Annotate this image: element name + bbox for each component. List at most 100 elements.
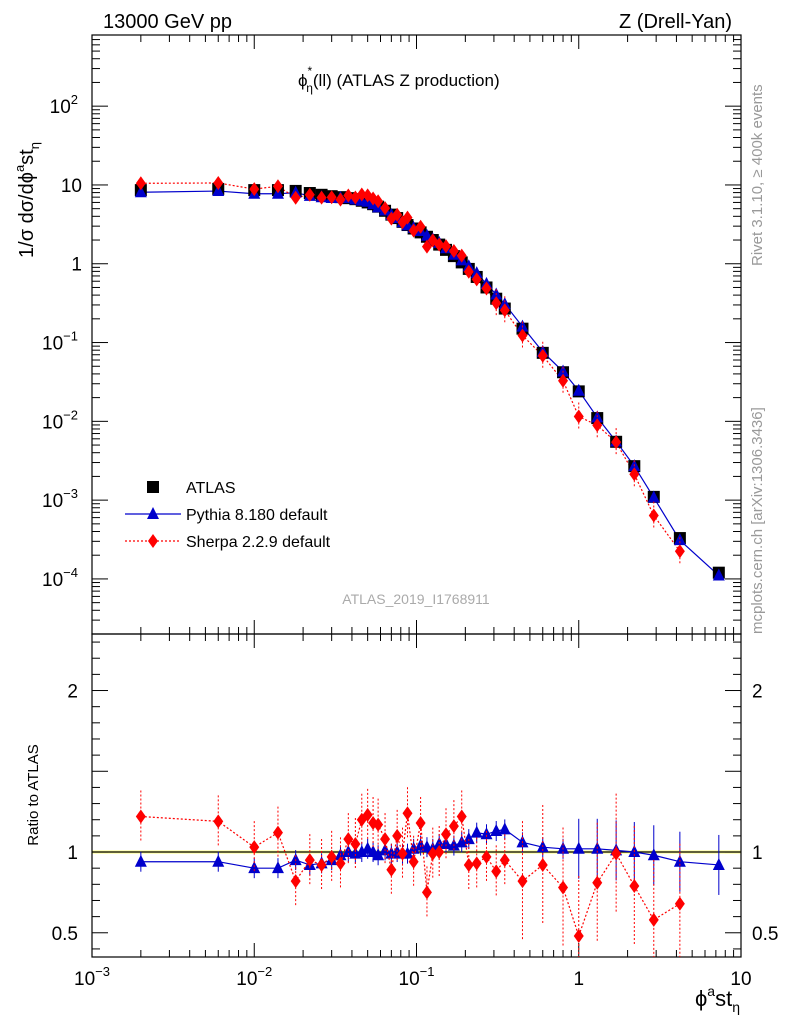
title-rest: (ll) (ATLAS Z production) <box>313 71 500 90</box>
x-tick-label: 10−2 <box>236 964 272 990</box>
sherpa-point <box>213 175 224 190</box>
main-plot: 10−4 10−3 10−2 10−1 1 10 102 <box>42 34 742 635</box>
mcplots-label: mcplots.cern.ch [arXiv:1306.3436] <box>749 407 766 634</box>
y-tick-label-main: 10−2 <box>42 407 78 433</box>
pythia-point <box>498 297 511 310</box>
ratio-frame <box>91 633 742 958</box>
y-tick-label-main: 1 <box>71 255 82 276</box>
sherpa-ratio-point <box>499 853 510 868</box>
sherpa-ratio-point <box>408 854 419 869</box>
sherpa-point <box>441 239 452 254</box>
sherpa-point <box>326 190 337 205</box>
sherpa-point <box>415 219 426 234</box>
title-sub: η <box>306 81 313 95</box>
y-tick-label-main: 10−1 <box>42 329 78 355</box>
sherpa-ratio-point <box>213 814 224 829</box>
sherpa-point <box>421 239 432 254</box>
sherpa-ratio-point <box>326 849 337 864</box>
y-tick-label-main: 10−4 <box>42 565 78 591</box>
sherpa-ratio-point <box>316 857 327 872</box>
chart-title: ϕ* η(ll) (ATLAS Z production) <box>298 64 500 95</box>
sherpa-ratio-point <box>272 825 283 840</box>
sherpa-point <box>373 194 384 209</box>
sherpa-ratio-point <box>373 817 384 832</box>
y-tick-label-ratio-right: 2 <box>752 682 763 703</box>
sherpa-ratio-point <box>335 856 346 871</box>
pythia-point <box>134 185 147 198</box>
sherpa-point <box>135 176 146 191</box>
sherpa-ratio-point <box>402 806 413 821</box>
pythia-point <box>572 383 585 396</box>
sherpa-ratio-point <box>135 809 146 824</box>
sherpa-ratio-point <box>350 836 361 851</box>
pythia-ratio-point <box>271 861 284 874</box>
pythia-ratio-point <box>498 822 511 835</box>
sherpa-ratio-point <box>481 849 492 864</box>
y-tick-label-main: 102 <box>50 92 78 118</box>
sherpa-point <box>434 237 445 252</box>
legend-marker <box>148 534 158 548</box>
sherpa-ratio-point <box>674 896 685 911</box>
analysis-id: ATLAS_2019_I1768911 <box>342 591 490 607</box>
pythia-point <box>470 266 483 279</box>
pythia-ratio-point <box>647 848 660 861</box>
pythia-ratio-point <box>490 824 503 837</box>
x-tick-label: 10 <box>730 969 751 990</box>
pythia-ratio-point <box>712 857 725 870</box>
sherpa-point <box>335 192 346 207</box>
pythia-ratio-point <box>455 835 468 848</box>
y-tick-label-ratio-right: 0.5 <box>752 924 778 945</box>
y-axis-label-ratio: Ratio to ATLAS <box>25 744 42 845</box>
sherpa-ratio-point <box>434 845 445 860</box>
sherpa-point <box>481 281 492 296</box>
pythia-ratio-point <box>372 848 385 861</box>
sherpa-ratio-point <box>386 862 397 877</box>
pythia-point <box>557 364 570 377</box>
sherpa-point <box>272 179 283 194</box>
y-axis-label-main: 1/σ dσ/dϕastη <box>12 142 42 258</box>
sherpa-ratio-point <box>448 819 459 834</box>
sherpa-ratio-point <box>397 846 408 861</box>
sherpa-ratio-point <box>629 878 640 893</box>
sherpa-point <box>304 187 315 202</box>
sherpa-point <box>448 244 459 259</box>
sherpa-ratio-point <box>463 857 474 872</box>
pythia-ratio-point <box>440 836 453 849</box>
pythia-point <box>647 490 660 503</box>
legend: ATLAS Pythia 8.180 default Sherpa 2.2.9 de… <box>125 480 331 551</box>
title-sup: * <box>308 64 313 78</box>
sherpa-ratio-point <box>558 880 569 895</box>
y-tick-label-ratio-right: 1 <box>752 843 763 864</box>
pythia-ratio-point <box>572 841 585 854</box>
x-tick-label: 10−3 <box>74 964 110 990</box>
pythia-ratio-point <box>355 845 368 858</box>
sherpa-point <box>290 190 301 205</box>
sherpa-ratio-point <box>517 874 528 889</box>
header-right: Z (Drell-Yan) <box>619 11 732 33</box>
sherpa-ratio-point <box>537 857 548 872</box>
pythia-point <box>712 568 725 581</box>
pythia-ratio-point <box>480 827 493 840</box>
x-tick-label: 1 <box>573 969 584 990</box>
header-left: 13000 GeV pp <box>103 11 232 33</box>
y-tick-label-main: 10−3 <box>42 486 78 512</box>
sherpa-ratio-point <box>441 827 452 842</box>
sherpa-point <box>316 190 327 205</box>
legend-label: ATLAS <box>186 480 236 497</box>
rivet-label: Rivet 3.1.10, ≥ 400k events <box>749 84 766 266</box>
legend-marker <box>147 481 159 493</box>
sherpa-ratio-point <box>380 832 391 847</box>
sherpa-ratio-point <box>249 840 260 855</box>
y-tick-label-ratio: 1 <box>67 843 78 864</box>
sherpa-ratio-point <box>456 809 467 824</box>
sherpa-point <box>356 187 367 202</box>
x-tick-label: 10−1 <box>399 964 435 990</box>
y-tick-label-ratio: 0.5 <box>52 924 78 945</box>
sherpa-ratio-point <box>573 929 584 944</box>
sherpa-point <box>380 201 391 216</box>
sherpa-point <box>402 210 413 225</box>
sherpa-point <box>343 188 354 203</box>
legend-marker <box>147 507 159 519</box>
sherpa-point <box>463 264 474 279</box>
legend-label: Sherpa 2.2.9 default <box>186 534 331 551</box>
